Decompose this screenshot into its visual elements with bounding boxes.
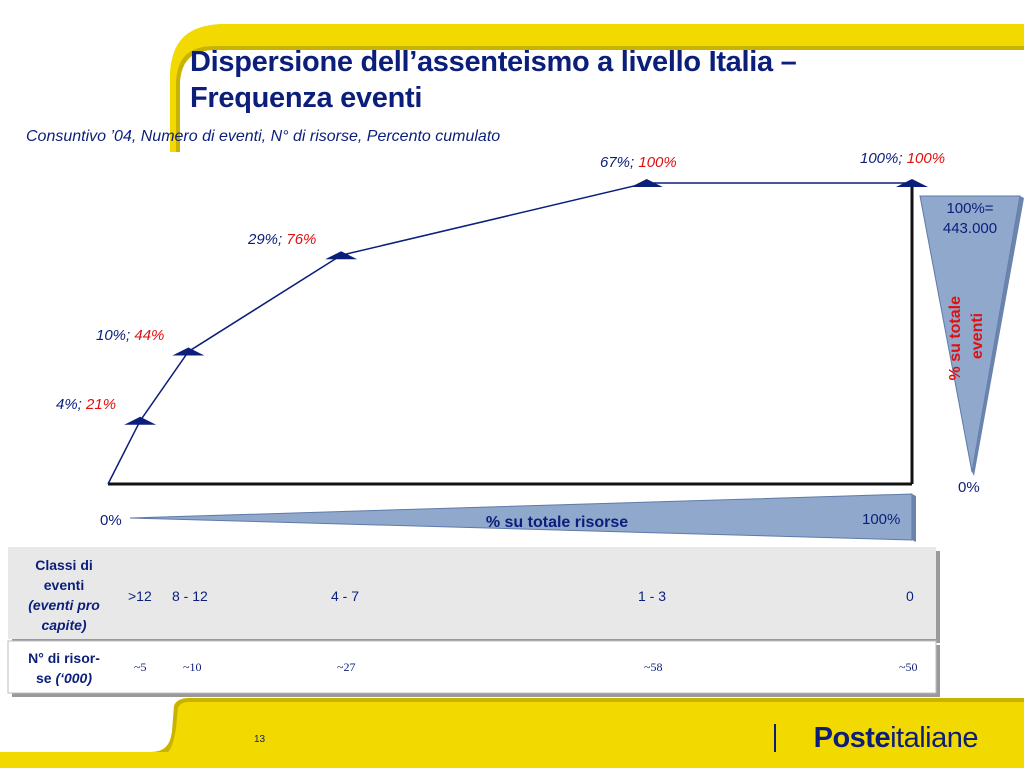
logo-bold-text: Poste <box>813 722 891 754</box>
y-axis-title: % su totale eventi <box>947 292 986 381</box>
x-axis-min-label: 0% <box>100 512 122 529</box>
point-label-resources: 100%; <box>860 150 903 167</box>
table-cell-class-1: >12 <box>128 588 152 604</box>
table-cell-resources-1: ~5 <box>134 660 147 674</box>
table-row2 <box>7 640 937 694</box>
curve-marker <box>172 347 205 356</box>
curve-segment <box>187 254 342 353</box>
point-label-2: 10%; 44% <box>96 327 164 344</box>
table-cell-class-5: 0 <box>906 588 914 604</box>
y-axis-max-label: 100%= 443.000 <box>942 200 998 237</box>
table-row2-header: N° di risor- se (‘000) <box>12 648 116 688</box>
row-header-unit: (‘000) <box>55 670 93 686</box>
curve-segment <box>107 420 141 485</box>
table-cell-class-2: 8 - 12 <box>172 588 208 604</box>
point-label-1: 4%; 21% <box>56 396 116 413</box>
table-row1 <box>8 547 936 639</box>
curve-marker <box>325 251 358 260</box>
curve-marker <box>896 179 928 187</box>
table-cell-resources-4: ~58 <box>644 660 663 674</box>
chart-plot <box>107 179 928 486</box>
point-label-events: 100% <box>906 150 946 167</box>
title-line-2: Frequenza eventi <box>190 82 423 114</box>
posteitaliane-logo: Posteitaliane <box>813 722 979 755</box>
y-axis-min-label: 0% <box>958 479 980 496</box>
row-header-line: (eventi pro <box>28 597 100 613</box>
point-label-resources: 67%; <box>600 154 635 171</box>
point-label-events: 100% <box>638 154 677 171</box>
row-header-line: eventi <box>43 577 85 593</box>
point-label-resources: 29%; <box>248 231 283 248</box>
point-label-events: 76% <box>286 231 317 248</box>
logo-separator <box>774 724 776 752</box>
page-title: Dispersione dell’assenteismo a livello I… <box>190 44 990 116</box>
curve-segment <box>340 182 647 256</box>
x-axis-title: % su totale risorse <box>486 514 628 531</box>
curve-segment <box>139 351 190 422</box>
header-band <box>0 0 1024 152</box>
x-axis-wedge-shadow <box>912 494 916 542</box>
title-line-1: Dispersione dell’assenteismo a livello I… <box>190 46 797 78</box>
footer-band <box>0 698 1024 768</box>
point-label-resources: 10%; <box>96 327 131 344</box>
logo-regular-text: italiane <box>890 722 978 754</box>
curve-marker <box>124 416 157 425</box>
y-axis-wedge-shadow <box>972 196 1024 476</box>
point-label-events: 44% <box>134 327 165 344</box>
table-cell-resources-2: ~10 <box>183 660 202 674</box>
point-label-events: 21% <box>86 396 117 413</box>
row-header-line: Classi di <box>35 557 93 573</box>
table-cell-class-4: 1 - 3 <box>638 588 667 604</box>
row-header-line: se <box>35 670 52 686</box>
row-header-line: N° di risor- <box>28 650 100 666</box>
y-axis-title-line-1: % su totale <box>947 296 964 381</box>
curve-marker <box>630 179 663 187</box>
y-axis-title-line-2: eventi <box>969 313 986 359</box>
table-cell-resources-3: ~27 <box>337 660 356 674</box>
table-cell-class-3: 4 - 7 <box>331 588 360 604</box>
table-cell-resources-5: ~50 <box>899 660 918 674</box>
table-row1-header: Classi di eventi (eventi pro capite) <box>12 555 116 635</box>
subtitle: Consuntivo ’04, Numero di eventi, N° di … <box>26 128 501 145</box>
row-header-line: capite) <box>41 617 87 633</box>
page-number: 13 <box>254 734 266 745</box>
point-label-5: 100%; 100% <box>860 150 945 167</box>
x-axis-max-label: 100% <box>862 511 901 528</box>
point-label-resources: 4%; <box>56 396 82 413</box>
point-label-3: 29%; 76% <box>248 231 316 248</box>
point-label-4: 67%; 100% <box>600 154 677 171</box>
